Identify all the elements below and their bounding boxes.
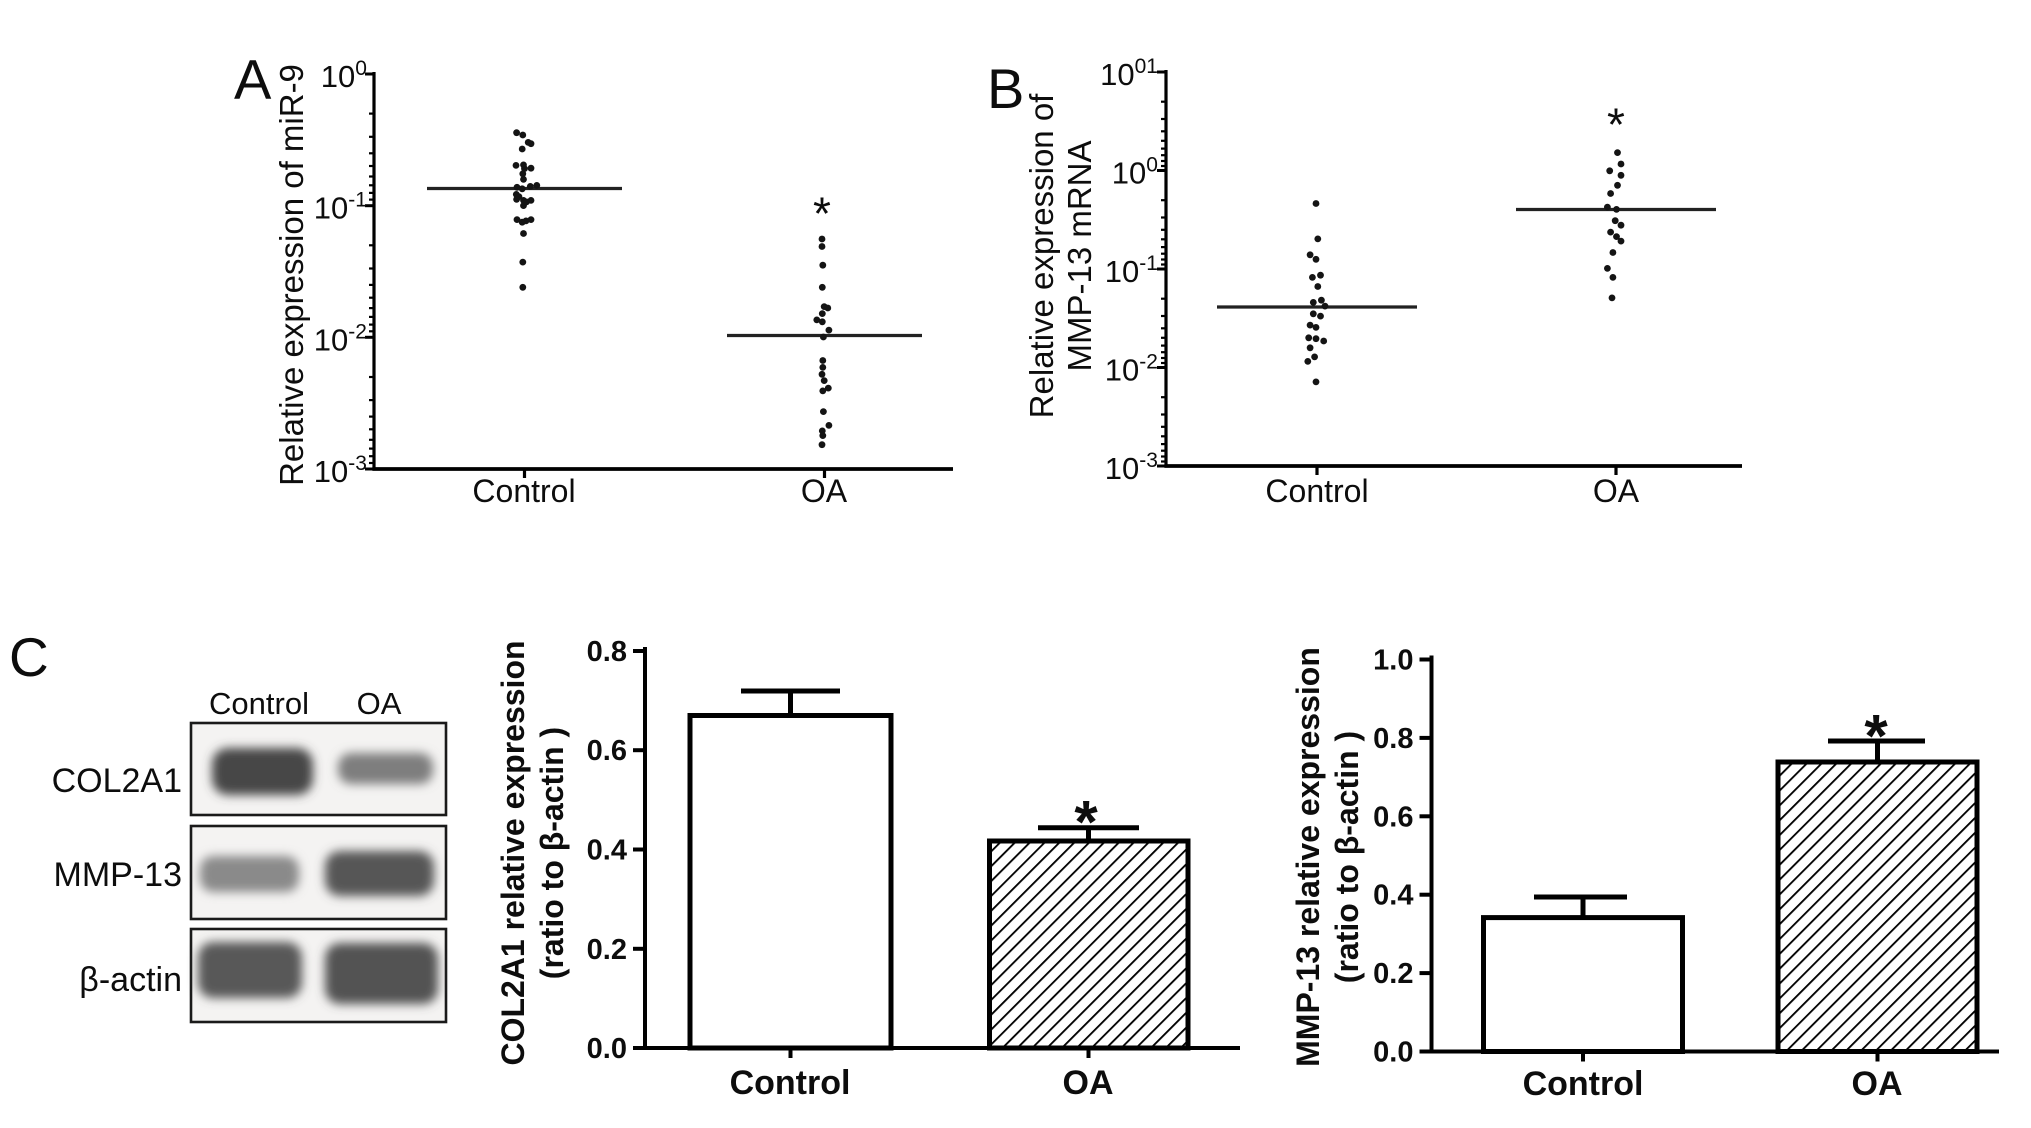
svg-text:0.8: 0.8 bbox=[587, 636, 627, 668]
svg-text:Relative expression of: Relative expression of bbox=[1023, 93, 1060, 418]
svg-text:C: C bbox=[9, 626, 49, 688]
svg-text:10-3: 10-3 bbox=[314, 452, 367, 489]
svg-text:0.6: 0.6 bbox=[587, 735, 627, 767]
svg-text:Relative expression of miR-9: Relative expression of miR-9 bbox=[273, 64, 310, 486]
svg-text:0.0: 0.0 bbox=[587, 1033, 627, 1065]
svg-text:Control: Control bbox=[472, 473, 575, 509]
svg-text:0.2: 0.2 bbox=[1373, 958, 1413, 990]
svg-text:1001: 1001 bbox=[1100, 55, 1158, 92]
svg-text:OA: OA bbox=[801, 473, 848, 509]
svg-text:OA: OA bbox=[1852, 1065, 1903, 1103]
svg-text:Control: Control bbox=[209, 686, 309, 721]
svg-text:OA: OA bbox=[1593, 473, 1640, 509]
svg-text:0.8: 0.8 bbox=[1373, 723, 1413, 755]
svg-text:0.6: 0.6 bbox=[1373, 801, 1413, 833]
svg-text:OA: OA bbox=[357, 686, 402, 721]
svg-text:A: A bbox=[234, 48, 272, 111]
svg-text:(ratio to β-actin ): (ratio to β-actin ) bbox=[1329, 731, 1365, 983]
svg-text:COL2A1: COL2A1 bbox=[52, 762, 182, 800]
svg-text:0.2: 0.2 bbox=[587, 934, 627, 966]
svg-text:0.4: 0.4 bbox=[1373, 880, 1413, 912]
svg-text:0.4: 0.4 bbox=[587, 835, 627, 867]
svg-text:*: * bbox=[1607, 98, 1625, 150]
svg-text:Control: Control bbox=[1523, 1065, 1644, 1103]
svg-text:*: * bbox=[1074, 789, 1098, 856]
svg-text:(ratio to β-actin ): (ratio to β-actin ) bbox=[534, 727, 570, 979]
svg-text:10-1: 10-1 bbox=[314, 189, 367, 226]
svg-text:OA: OA bbox=[1063, 1064, 1114, 1102]
svg-text:Control: Control bbox=[730, 1064, 851, 1102]
svg-text:*: * bbox=[1864, 703, 1888, 770]
svg-text:1.0: 1.0 bbox=[1373, 645, 1413, 677]
svg-text:Control: Control bbox=[1265, 473, 1368, 509]
svg-text:B: B bbox=[987, 57, 1024, 120]
svg-text:0.0: 0.0 bbox=[1373, 1037, 1413, 1069]
svg-text:MMP-13 relative expression: MMP-13 relative expression bbox=[1290, 647, 1326, 1067]
svg-text:COL2A1 relative expression: COL2A1 relative expression bbox=[495, 640, 531, 1065]
svg-text:*: * bbox=[813, 187, 831, 239]
svg-text:β-actin: β-actin bbox=[79, 961, 182, 999]
svg-text:MMP-13 mRNA: MMP-13 mRNA bbox=[1061, 140, 1098, 371]
svg-text:MMP-13: MMP-13 bbox=[54, 856, 182, 894]
